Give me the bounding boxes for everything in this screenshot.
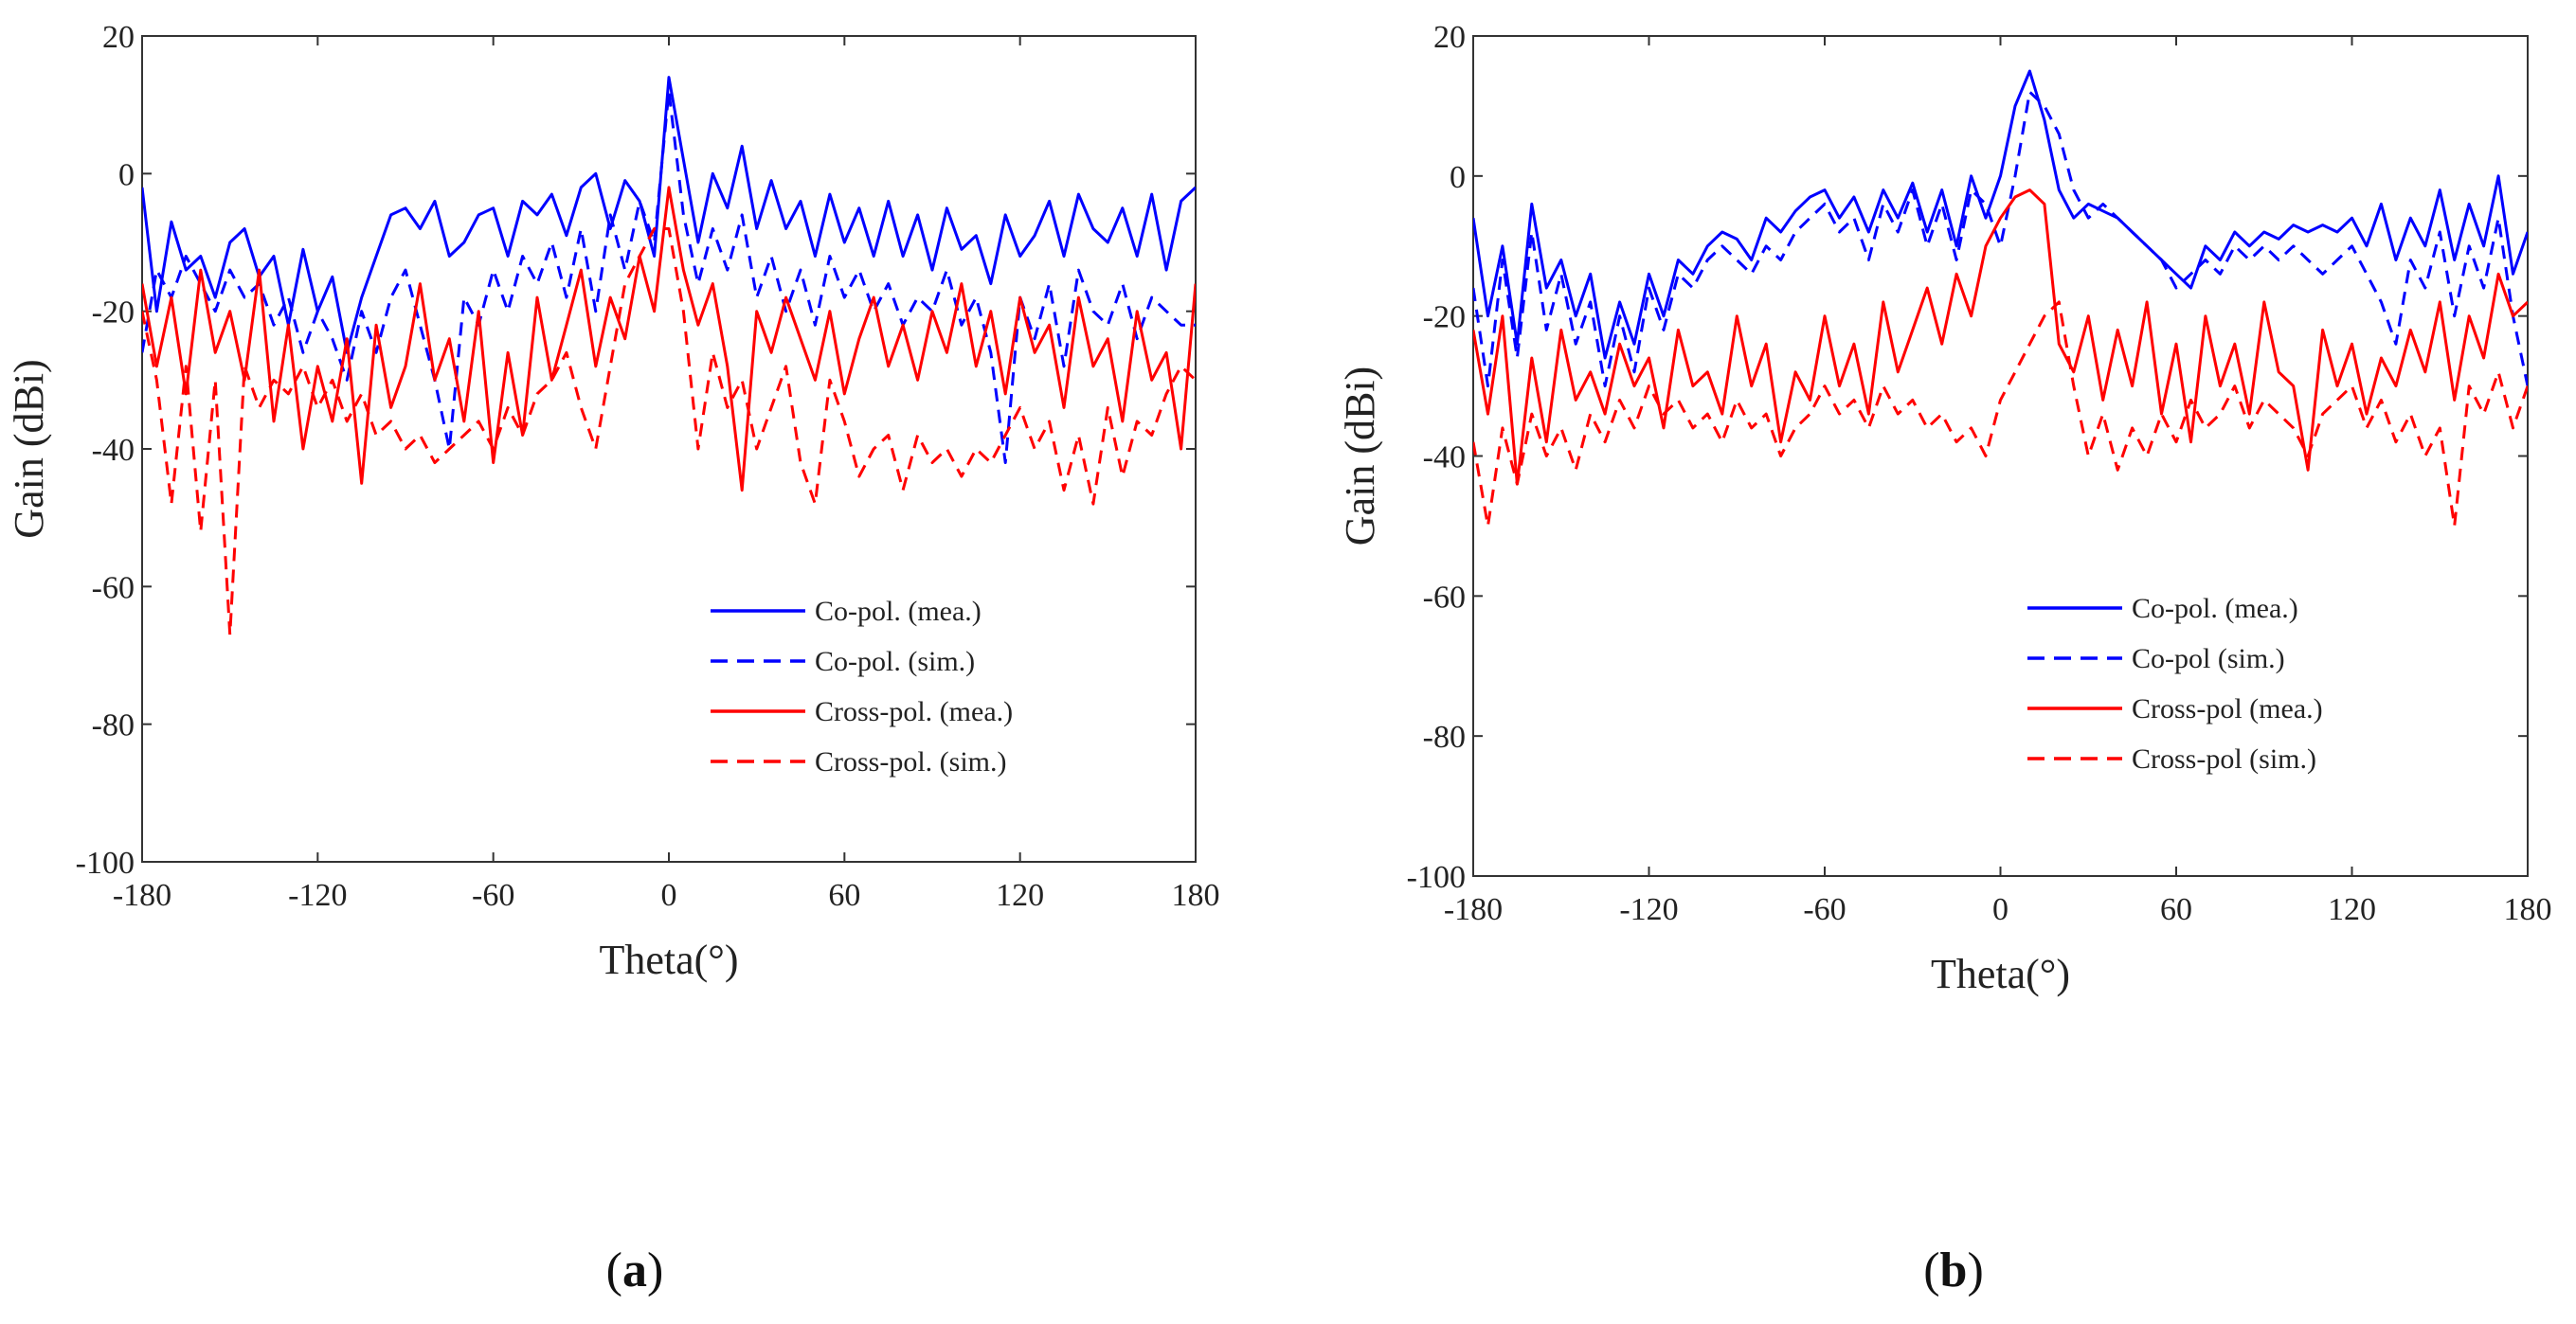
plot-frame <box>141 35 1197 863</box>
y-tick-label: -60 <box>1423 580 1466 615</box>
y-tick-label: -20 <box>1423 300 1466 335</box>
x-tick-label: 180 <box>1172 878 1220 913</box>
legend-label-1: Co-pol. (mea.) <box>815 596 982 627</box>
panel-b-chart: -180 -120 -60 0 60 120 180 20 0 -20 -40 -60 -80 -100 T… <box>1337 20 2552 997</box>
series-line-1 <box>1473 69 2528 360</box>
x-tick-label: -180 <box>113 878 171 913</box>
x-tick-label: 0 <box>1992 892 2009 927</box>
x-tick-label: 180 <box>2504 892 2552 927</box>
y-tick-label: -60 <box>92 570 135 605</box>
legend-label-4: Cross-pol. (sim.) <box>815 746 1007 778</box>
series-line-3 <box>142 186 1196 492</box>
x-tick-label: -60 <box>1803 892 1846 927</box>
legend-label-2: Co-pol (sim.) <box>2132 643 2285 674</box>
x-tick-label: -60 <box>472 878 514 913</box>
series-line-3 <box>1473 188 2528 486</box>
x-tick-label: 120 <box>2328 892 2376 927</box>
x-tick-label: -120 <box>288 878 347 913</box>
series-line-1 <box>142 76 1196 354</box>
series-line-4 <box>1473 300 2528 528</box>
x-tick-label: -180 <box>1444 892 1503 927</box>
x-tick-label: 0 <box>661 878 677 913</box>
series-group <box>1473 69 2528 528</box>
x-tick-label: 60 <box>828 878 860 913</box>
series-group <box>142 76 1196 636</box>
legend-label-3: Cross-pol (mea.) <box>2132 693 2323 725</box>
x-axis-label: Theta(°) <box>599 937 738 983</box>
y-tick-label: 0 <box>1450 160 1466 195</box>
series-line-4 <box>142 227 1196 636</box>
y-tick-label: 20 <box>102 20 135 55</box>
series-line-2 <box>1473 90 2528 388</box>
legend-label-1: Co-pol. (mea.) <box>2132 593 2298 624</box>
caption-b: (b) <box>1923 1243 1984 1297</box>
x-axis-label: Theta(°) <box>1931 951 2070 997</box>
legend-label-4: Cross-pol (sim.) <box>2132 743 2316 775</box>
y-tick-label: 20 <box>1433 20 1466 55</box>
series-line-2 <box>142 89 1196 464</box>
y-tick-label: -100 <box>1407 860 1466 895</box>
panel-a-chart: -180 -120 -60 0 60 120 180 20 0 -20 -40 -60 -80 -100 T… <box>6 20 1220 983</box>
y-axis-label: Gain (dBi) <box>6 359 52 538</box>
y-axis-label: Gain (dBi) <box>1337 367 1383 546</box>
caption-a: (a) <box>606 1243 664 1297</box>
x-tick-label: 60 <box>2160 892 2192 927</box>
y-tick-label: -40 <box>1423 440 1466 475</box>
y-tick-label: -80 <box>92 708 135 743</box>
legend-label-2: Co-pol. (sim.) <box>815 646 975 677</box>
legend-label-3: Cross-pol. (mea.) <box>815 696 1013 727</box>
y-tick-label: -100 <box>76 846 135 881</box>
y-tick-label: -20 <box>92 295 135 331</box>
y-tick-label: -40 <box>92 433 135 468</box>
y-tick-label: 0 <box>118 157 135 192</box>
x-tick-label: 120 <box>996 878 1044 913</box>
y-tick-label: -80 <box>1423 720 1466 755</box>
x-tick-label: -120 <box>1619 892 1678 927</box>
plot-frame <box>1472 35 2529 877</box>
